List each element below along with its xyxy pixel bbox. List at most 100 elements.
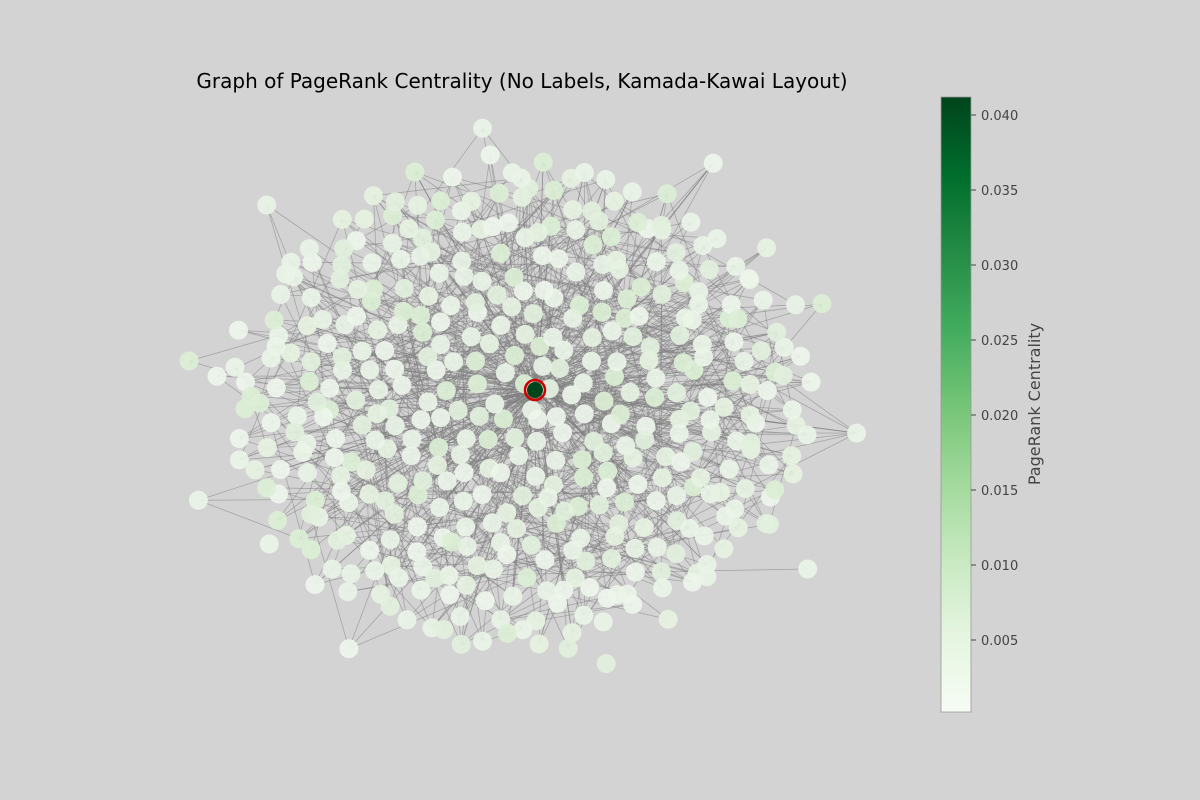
graph-node — [452, 251, 472, 271]
graph-node — [348, 280, 368, 299]
graph-node — [797, 425, 817, 445]
graph-node — [426, 360, 446, 380]
graph-node — [526, 466, 546, 486]
graph-node — [683, 442, 703, 462]
graph-node — [700, 410, 720, 430]
graph-edge — [373, 177, 522, 197]
graph-node — [504, 267, 524, 287]
graph-node — [728, 309, 748, 329]
graph-node — [375, 491, 395, 511]
graph-node — [647, 537, 667, 557]
graph-node — [628, 212, 648, 232]
graph-node — [425, 210, 445, 230]
colorbar-tick-label: 0.030 — [981, 259, 1018, 274]
graph-node — [301, 504, 321, 524]
graph-node — [509, 446, 529, 466]
graph-edge — [463, 276, 797, 426]
graph-node — [495, 363, 515, 383]
graph-node — [721, 295, 741, 315]
graph-node — [375, 341, 395, 361]
graph-node — [229, 450, 249, 470]
graph-node — [472, 271, 492, 291]
graph-node — [380, 596, 400, 616]
graph-node — [615, 492, 634, 512]
graph-node — [448, 401, 468, 420]
chart-title: Graph of PageRank Centrality (No Labels,… — [196, 69, 847, 93]
graph-node — [454, 266, 474, 286]
graph-edge — [698, 291, 751, 416]
graph-node — [429, 263, 449, 283]
graph-node — [333, 360, 352, 380]
graph-node — [623, 448, 643, 468]
graph-node — [699, 260, 719, 280]
graph-node — [594, 281, 613, 300]
graph-node — [847, 423, 867, 443]
graph-node — [364, 279, 384, 299]
graph-node — [453, 491, 473, 511]
graph-node — [691, 468, 711, 488]
graph-node — [179, 351, 199, 371]
graph-edge — [417, 361, 476, 495]
graph-node — [513, 281, 533, 301]
graph-node — [724, 332, 744, 352]
graph-node — [553, 423, 573, 443]
graph-node — [498, 213, 518, 233]
graph-node — [439, 566, 459, 585]
graph-node — [572, 450, 592, 470]
graph-node — [389, 568, 409, 588]
graph-node — [188, 490, 208, 510]
graph-node — [652, 468, 672, 488]
graph-node — [782, 446, 802, 466]
graph-node — [533, 356, 553, 376]
graph-node — [425, 568, 445, 588]
graph-node — [635, 430, 655, 450]
graph-node — [666, 544, 686, 564]
colorbar-tick-label: 0.010 — [981, 559, 1018, 574]
graph-node — [667, 486, 687, 506]
graph-node — [617, 289, 637, 309]
graph-node — [628, 474, 648, 494]
graph-node — [465, 293, 485, 313]
graph-node — [681, 401, 701, 421]
graph-node — [480, 334, 499, 354]
graph-node — [466, 351, 485, 371]
graph-node — [694, 347, 714, 367]
graph-node — [320, 378, 340, 398]
graph-node — [418, 392, 438, 412]
graph-node — [281, 252, 301, 272]
graph-edge — [318, 229, 663, 518]
graph-node — [440, 585, 460, 605]
graph-edge — [506, 488, 776, 514]
graph-node — [505, 428, 525, 448]
graph-node — [383, 233, 402, 253]
graph-node — [497, 623, 517, 643]
graph-node — [684, 360, 704, 380]
graph-node — [441, 296, 461, 315]
graph-node — [313, 310, 333, 329]
graph-node — [301, 288, 321, 308]
graph-edge — [534, 389, 767, 524]
graph-node — [651, 215, 671, 235]
graph-node — [483, 217, 503, 237]
graph-node — [257, 195, 277, 215]
graph-node — [513, 486, 533, 506]
colorbar-ticks: 0.005 0.010 0.015 0.020 0.025 0.030 0.035 0.040 — [971, 109, 1018, 649]
graph-node — [615, 308, 635, 328]
graph-node — [266, 336, 286, 356]
graph-node — [740, 374, 760, 394]
graph-node — [767, 322, 787, 342]
graph-node — [739, 269, 759, 289]
graph-node — [680, 519, 699, 538]
graph-node — [719, 459, 739, 479]
graph-node — [494, 409, 513, 429]
graph-node — [550, 358, 570, 378]
graph-node — [341, 452, 361, 472]
graph-node — [408, 485, 428, 505]
graph-node — [623, 594, 643, 614]
graph-node — [528, 498, 548, 518]
graph-node — [562, 385, 582, 405]
graph-node — [580, 577, 600, 597]
graph-node — [485, 394, 505, 414]
graph-node — [786, 295, 805, 315]
graph-node — [640, 337, 660, 357]
